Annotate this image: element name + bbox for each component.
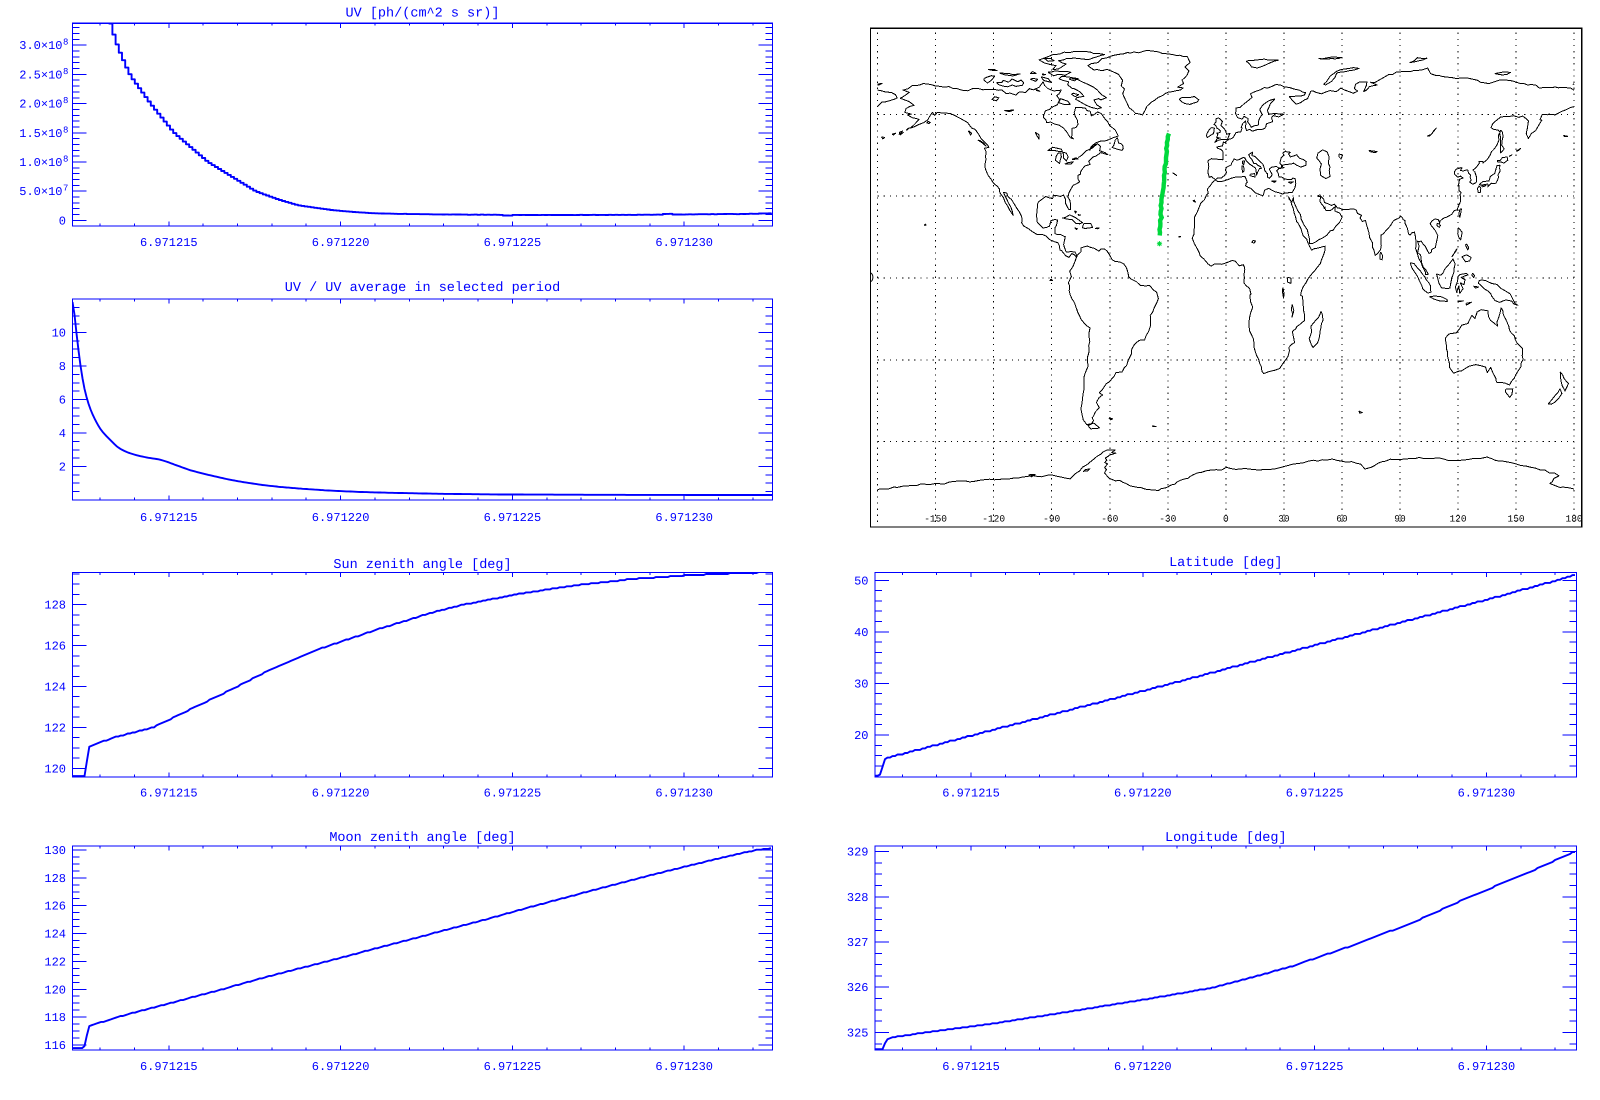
svg-text:325: 325 xyxy=(847,1027,869,1041)
svg-text:30: 30 xyxy=(1278,514,1290,525)
svg-text:6.971225: 6.971225 xyxy=(484,1060,542,1074)
svg-text:90: 90 xyxy=(1394,514,1406,525)
svg-text:122: 122 xyxy=(44,721,66,735)
svg-text:50: 50 xyxy=(854,574,868,588)
svg-text:4: 4 xyxy=(59,427,66,441)
svg-text:0: 0 xyxy=(59,214,66,228)
svg-text:180: 180 xyxy=(1566,514,1583,525)
svg-text:8: 8 xyxy=(63,96,68,106)
svg-text:150: 150 xyxy=(1508,514,1525,525)
svg-text:Latitude [deg]: Latitude [deg] xyxy=(1169,556,1282,571)
svg-text:118: 118 xyxy=(44,1011,66,1025)
svg-text:6: 6 xyxy=(59,394,66,408)
svg-text:120: 120 xyxy=(1449,514,1466,525)
svg-text:6.971230: 6.971230 xyxy=(655,1060,713,1074)
svg-text:6.971230: 6.971230 xyxy=(655,786,713,800)
svg-text:6.971215: 6.971215 xyxy=(942,1060,1000,1074)
svg-text:8: 8 xyxy=(63,38,68,48)
svg-text:10: 10 xyxy=(52,327,66,341)
svg-text:6.971225: 6.971225 xyxy=(1286,1060,1344,1074)
svg-text:128: 128 xyxy=(44,872,66,886)
svg-text:116: 116 xyxy=(44,1039,66,1053)
svg-text:327: 327 xyxy=(847,936,869,950)
svg-text:120: 120 xyxy=(44,762,66,776)
svg-text:6.971215: 6.971215 xyxy=(140,511,198,525)
svg-text:6.971220: 6.971220 xyxy=(1114,786,1172,800)
svg-text:6.971220: 6.971220 xyxy=(1114,1060,1172,1074)
svg-text:8: 8 xyxy=(63,67,68,77)
svg-text:6.971230: 6.971230 xyxy=(1458,786,1516,800)
svg-text:-150: -150 xyxy=(924,514,947,525)
svg-text:6.971215: 6.971215 xyxy=(140,236,198,250)
svg-text:6.971220: 6.971220 xyxy=(312,236,370,250)
svg-text:6.971220: 6.971220 xyxy=(312,786,370,800)
svg-text:UV / UV average in selected pe: UV / UV average in selected period xyxy=(285,281,560,296)
svg-text:-90: -90 xyxy=(1043,514,1060,525)
svg-text:120: 120 xyxy=(44,983,66,997)
svg-text:122: 122 xyxy=(44,955,66,969)
svg-text:6.971220: 6.971220 xyxy=(312,511,370,525)
svg-text:2: 2 xyxy=(59,461,66,475)
svg-text:6.971215: 6.971215 xyxy=(140,1060,198,1074)
svg-text:329: 329 xyxy=(847,846,869,860)
svg-text:7: 7 xyxy=(63,184,68,194)
svg-text:-60: -60 xyxy=(1101,514,1118,525)
svg-text:6.971225: 6.971225 xyxy=(484,511,542,525)
svg-text:Sun zenith angle [deg]: Sun zenith angle [deg] xyxy=(333,558,511,573)
svg-text:8: 8 xyxy=(63,125,68,135)
svg-text:6.971215: 6.971215 xyxy=(140,786,198,800)
svg-text:6.971225: 6.971225 xyxy=(484,236,542,250)
svg-text:2.0×10: 2.0×10 xyxy=(19,98,62,112)
svg-text:3.0×10: 3.0×10 xyxy=(19,39,62,53)
svg-text:1.0×10: 1.0×10 xyxy=(19,156,62,170)
svg-text:8: 8 xyxy=(63,155,68,165)
svg-text:6.971225: 6.971225 xyxy=(1286,786,1344,800)
svg-text:6.971230: 6.971230 xyxy=(1458,1060,1516,1074)
svg-text:-30: -30 xyxy=(1159,514,1176,525)
svg-text:328: 328 xyxy=(847,891,869,905)
svg-text:5.0×10: 5.0×10 xyxy=(19,185,62,199)
svg-text:20: 20 xyxy=(854,729,868,743)
svg-text:6.971225: 6.971225 xyxy=(484,786,542,800)
svg-text:8: 8 xyxy=(59,360,66,374)
svg-text:-120: -120 xyxy=(982,514,1005,525)
svg-text:128: 128 xyxy=(44,599,66,613)
svg-text:2.5×10: 2.5×10 xyxy=(19,68,62,82)
svg-text:6.971215: 6.971215 xyxy=(942,786,1000,800)
svg-text:126: 126 xyxy=(44,900,66,914)
svg-text:6.971220: 6.971220 xyxy=(312,1060,370,1074)
svg-text:124: 124 xyxy=(44,681,66,695)
svg-text:6.971230: 6.971230 xyxy=(655,236,713,250)
svg-text:326: 326 xyxy=(847,981,869,995)
svg-text:6.971230: 6.971230 xyxy=(655,511,713,525)
svg-text:126: 126 xyxy=(44,640,66,654)
svg-text:UV [ph/(cm^2 s sr)]: UV [ph/(cm^2 s sr)] xyxy=(346,7,500,22)
svg-text:124: 124 xyxy=(44,928,66,942)
svg-text:60: 60 xyxy=(1336,514,1348,525)
svg-text:Moon zenith angle [deg]: Moon zenith angle [deg] xyxy=(329,831,515,846)
svg-text:0: 0 xyxy=(1223,514,1229,525)
svg-text:30: 30 xyxy=(854,677,868,691)
svg-text:40: 40 xyxy=(854,626,868,640)
svg-text:Longitude [deg]: Longitude [deg] xyxy=(1165,831,1287,846)
svg-text:130: 130 xyxy=(44,844,66,858)
svg-text:1.5×10: 1.5×10 xyxy=(19,127,62,141)
